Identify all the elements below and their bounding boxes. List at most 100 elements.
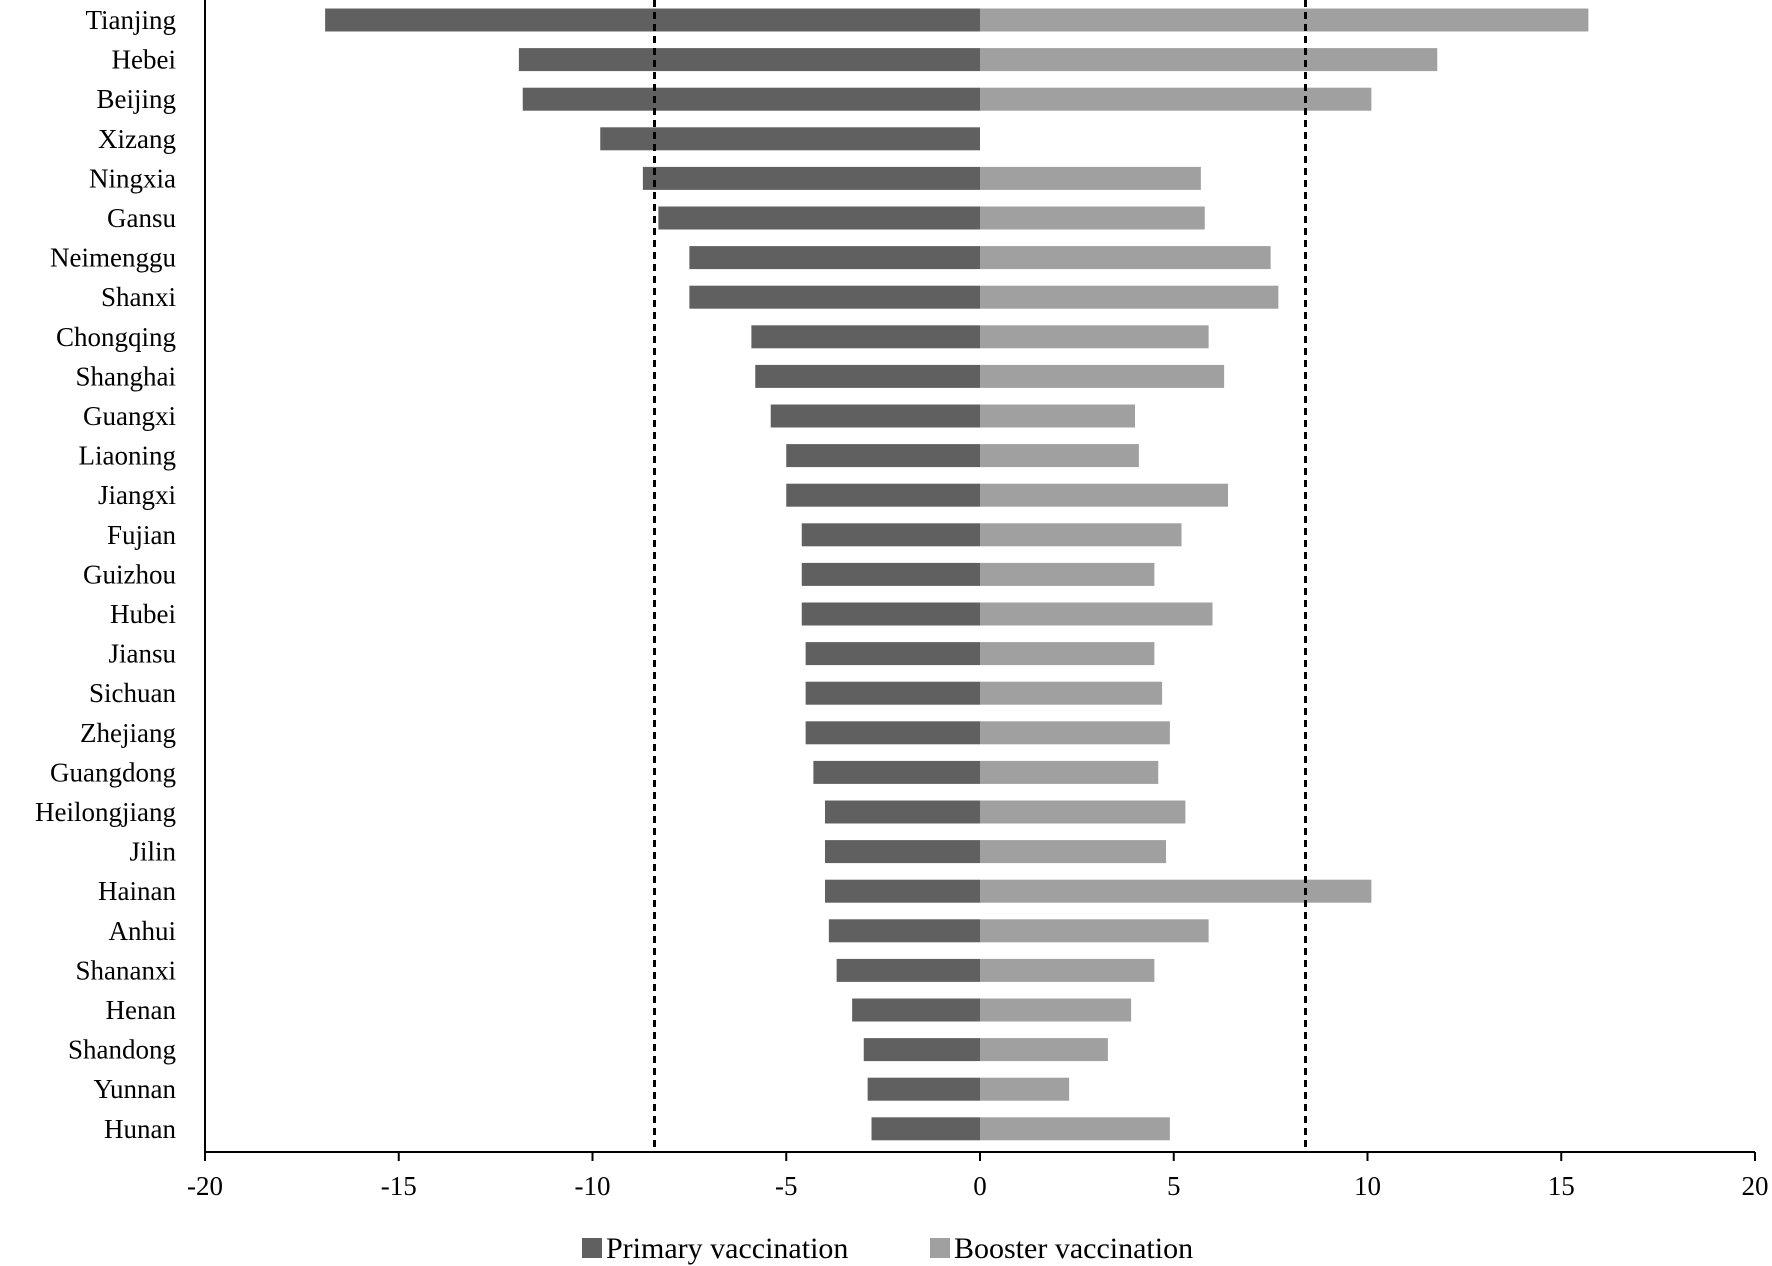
category-label: Jiansu [109, 639, 177, 669]
axes-group [204, 0, 1756, 1161]
reference-lines-group [653, 0, 1307, 1152]
x-tick-label: -10 [575, 1171, 611, 1201]
category-label: Guizhou [83, 559, 176, 589]
bar-primary-shandong [863, 1038, 980, 1062]
category-label: Jiangxi [98, 480, 176, 510]
bar-primary-neimenggu [689, 246, 980, 270]
category-labels-group: Tianjing Hebei Beijing Xizang Ningxia Gansu Ne… [35, 5, 176, 1144]
bar-booster-liaoning [980, 444, 1139, 468]
bar-primary-liaoning [786, 444, 980, 468]
x-tick-label: -20 [187, 1171, 223, 1201]
bar-booster-neimenggu [980, 246, 1271, 270]
legend-label-booster: Booster vaccination [954, 1232, 1193, 1265]
legend-swatch-primary [582, 1238, 602, 1258]
bar-booster-hubei [980, 602, 1213, 626]
category-label: Fujian [107, 520, 177, 550]
bars-group [325, 8, 1589, 1141]
bar-booster-sichuan [980, 681, 1163, 705]
bar-primary-ningxia [642, 166, 980, 190]
category-label: Chongqing [56, 322, 176, 352]
bar-booster-jiangxi [980, 483, 1228, 507]
category-label: Neimenggu [50, 243, 176, 273]
category-label: Shananxi [76, 955, 177, 985]
bar-primary-anhui [828, 919, 980, 943]
category-label: Hainan [98, 876, 176, 906]
bar-primary-henan [852, 998, 980, 1022]
bar-booster-jiansu [980, 642, 1155, 666]
bar-primary-shanxi [689, 285, 980, 309]
bar-primary-hebei [518, 48, 980, 72]
tick-labels-group: -20 -15 -10 -5 0 5 10 15 20 [187, 1171, 1769, 1201]
bar-primary-shanghai [755, 364, 980, 388]
bar-booster-shananxi [980, 958, 1155, 982]
category-label: Heilongjiang [35, 797, 176, 827]
bar-primary-hainan [825, 879, 980, 903]
x-tick-label: 20 [1742, 1171, 1769, 1201]
bar-primary-jiangxi [786, 483, 980, 507]
bar-booster-shanghai [980, 364, 1225, 388]
bar-primary-hubei [801, 602, 980, 626]
bar-booster-yunnan [980, 1077, 1070, 1101]
bar-primary-fujian [801, 523, 980, 547]
category-label: Shandong [68, 1035, 176, 1065]
category-label: Anhui [109, 916, 177, 946]
bar-primary-shananxi [836, 958, 980, 982]
category-label: Yunnan [94, 1074, 177, 1104]
legend: Primary vaccination Booster vaccination [582, 1232, 1193, 1265]
bar-primary-guizhou [801, 562, 980, 586]
bar-primary-yunnan [867, 1077, 980, 1101]
category-label: Ningxia [89, 163, 176, 193]
category-label: Hebei [112, 45, 176, 75]
category-label: Beijing [97, 84, 177, 114]
bar-primary-chongqing [751, 325, 980, 349]
bar-booster-beijing [980, 87, 1372, 111]
category-label: Gansu [107, 203, 176, 233]
category-label: Jilin [129, 837, 176, 867]
bar-booster-chongqing [980, 325, 1209, 349]
bar-booster-guangxi [980, 404, 1135, 428]
bar-booster-heilongjiang [980, 800, 1186, 824]
bar-booster-gansu [980, 206, 1205, 230]
x-tick-label: -5 [775, 1171, 798, 1201]
bar-booster-zhejiang [980, 721, 1170, 745]
category-label: Tianjing [85, 5, 176, 35]
category-label: Shanghai [76, 361, 177, 391]
x-tick-label: 0 [973, 1171, 987, 1201]
category-label: Henan [106, 995, 177, 1025]
category-label: Shanxi [101, 282, 176, 312]
bar-booster-tianjing [980, 8, 1589, 32]
x-tick-label: 10 [1354, 1171, 1381, 1201]
category-label: Hunan [104, 1114, 176, 1144]
bar-primary-xizang [600, 127, 980, 151]
bar-primary-guangdong [813, 760, 980, 784]
category-label: Xizang [98, 124, 176, 154]
bar-primary-beijing [522, 87, 980, 111]
bar-booster-ningxia [980, 166, 1201, 190]
bar-booster-hainan [980, 879, 1372, 903]
bar-primary-sichuan [805, 681, 980, 705]
x-tick-label: 5 [1167, 1171, 1181, 1201]
bar-booster-hunan [980, 1117, 1170, 1141]
bar-booster-shanxi [980, 285, 1279, 309]
bar-primary-zhejiang [805, 721, 980, 745]
bar-booster-anhui [980, 919, 1209, 943]
bar-primary-gansu [658, 206, 980, 230]
bar-booster-shandong [980, 1038, 1108, 1062]
bar-primary-guangxi [770, 404, 980, 428]
bar-booster-guizhou [980, 562, 1155, 586]
bar-booster-henan [980, 998, 1132, 1022]
category-label: Liaoning [79, 441, 176, 471]
category-label: Sichuan [89, 678, 176, 708]
category-label: Zhejiang [80, 718, 176, 748]
x-tick-label: 15 [1548, 1171, 1575, 1201]
bar-primary-tianjing [325, 8, 980, 32]
bar-primary-jilin [825, 840, 980, 864]
bar-booster-jilin [980, 840, 1166, 864]
bar-booster-fujian [980, 523, 1182, 547]
category-label: Hubei [110, 599, 176, 629]
legend-label-primary: Primary vaccination [606, 1232, 848, 1265]
bar-primary-jiansu [805, 642, 980, 666]
legend-swatch-booster [930, 1238, 950, 1258]
x-tick-label: -15 [381, 1171, 417, 1201]
